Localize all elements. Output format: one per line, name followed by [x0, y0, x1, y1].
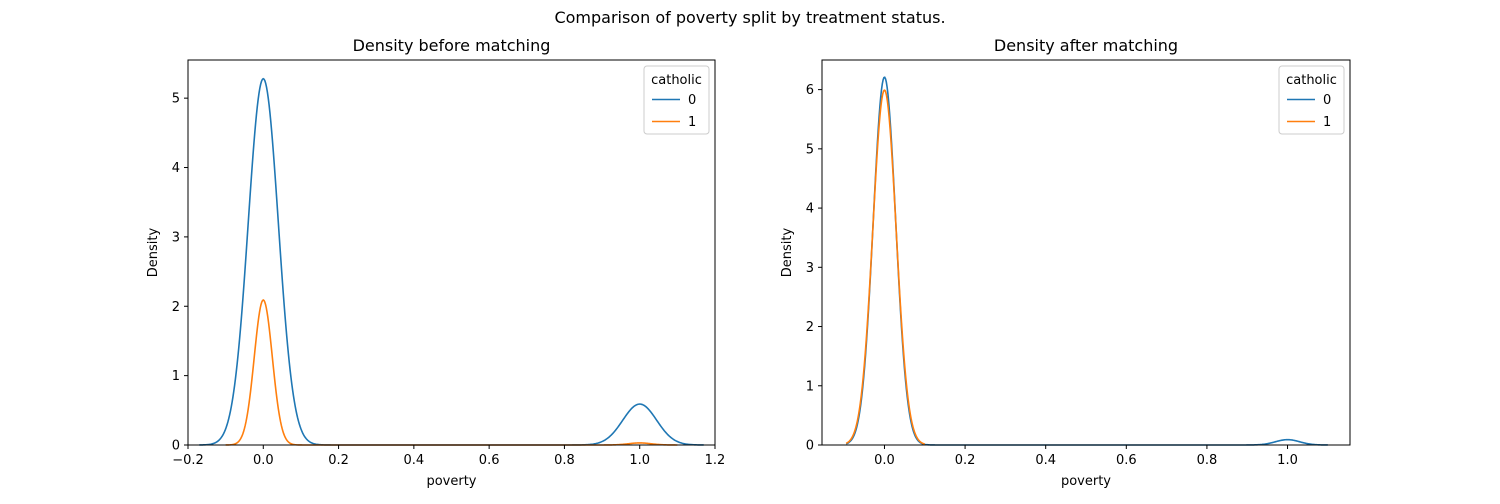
figure-suptitle: Comparison of poverty split by treatment… — [554, 8, 945, 27]
legend-title: catholic — [651, 73, 702, 88]
y-tick-label: 4 — [806, 202, 814, 217]
x-tick-label: 0.4 — [404, 453, 425, 468]
y-tick-label: 4 — [172, 161, 180, 176]
density-line-catholic-0 — [845, 76, 1328, 446]
x-tick-label: 0.4 — [1035, 453, 1056, 468]
y-tick-label: 5 — [172, 92, 180, 107]
y-tick-label: 6 — [806, 83, 814, 98]
x-tick-label: 0.6 — [1116, 453, 1137, 468]
y-tick-label: 2 — [172, 300, 180, 315]
y-tick-label: 0 — [172, 439, 180, 454]
x-tick-label: 0.6 — [479, 453, 500, 468]
x-tick-label: 0.2 — [328, 453, 349, 468]
y-tick-label: 2 — [806, 320, 814, 335]
y-tick-label: 0 — [806, 439, 814, 454]
y-tick-label: 1 — [806, 379, 814, 394]
y-axis-label: Density — [146, 227, 161, 277]
density-line-catholic-0 — [199, 77, 704, 446]
legend: catholic 0 1 — [1278, 65, 1345, 135]
legend-title: catholic — [1286, 73, 1337, 88]
axes-before-matching: −0.2 0.0 0.2 0.4 0.6 0.8 1.0 1.2 0 1 2 3 4 5 Density b… — [146, 36, 725, 489]
density-line-catholic-1 — [845, 89, 926, 445]
x-tick-label: 1.0 — [629, 453, 650, 468]
x-axis-label: poverty — [1061, 474, 1111, 489]
y-axis-label: Density — [780, 227, 795, 277]
x-axis-label: poverty — [426, 474, 476, 489]
y-tick-label: 3 — [172, 230, 180, 245]
x-tick-label: −0.2 — [172, 453, 204, 468]
x-tick-label: 0.0 — [874, 453, 895, 468]
x-tick-label: 0.8 — [1197, 453, 1218, 468]
y-tick-label: 1 — [172, 369, 180, 384]
y-tick-label: 5 — [806, 142, 814, 157]
axes-title: Density before matching — [353, 36, 551, 55]
x-tick-label: 1.0 — [1277, 453, 1298, 468]
legend-entry-label: 0 — [688, 93, 696, 108]
legend: catholic 0 1 — [643, 65, 710, 135]
axes-frame — [821, 59, 1351, 446]
axes-frame — [187, 59, 716, 446]
x-tick-label: 0.8 — [554, 453, 575, 468]
x-tick-label: 0.2 — [955, 453, 976, 468]
axes-after-matching: 0.0 0.2 0.4 0.6 0.8 1.0 0 1 2 3 4 5 6 Density after m… — [780, 36, 1351, 489]
legend-entry-label: 0 — [1323, 93, 1331, 108]
legend-entry-label: 1 — [688, 115, 696, 130]
axes-title: Density after matching — [994, 36, 1178, 55]
x-tick-label: 0.0 — [253, 453, 274, 468]
y-tick-label: 3 — [806, 261, 814, 276]
x-tick-label: 1.2 — [705, 453, 726, 468]
legend-entry-label: 1 — [1323, 115, 1331, 130]
density-line-catholic-1 — [225, 299, 678, 446]
